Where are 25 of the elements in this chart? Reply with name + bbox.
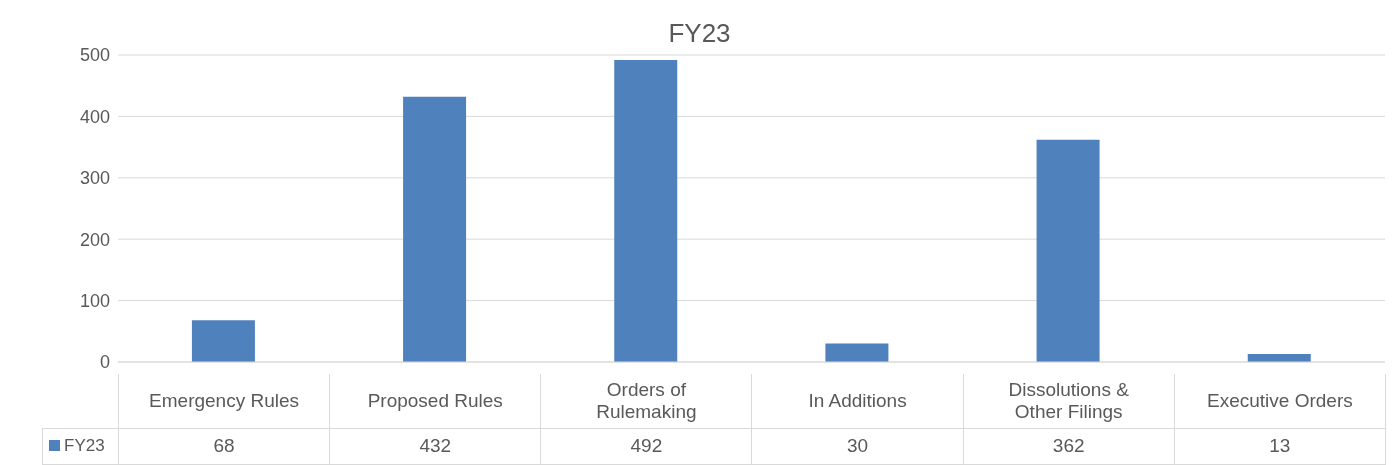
data-label: 13 (1174, 428, 1386, 464)
chart-title: FY23 (668, 18, 731, 48)
y-tick-label: 400 (79, 106, 110, 127)
x-tick-label: Proposed Rules (329, 374, 541, 428)
y-tick-label: 0 (99, 352, 110, 373)
data-label: 68 (118, 428, 330, 464)
bar (614, 59, 678, 362)
x-tick-label: Dissolutions & Other Filings (963, 374, 1175, 428)
x-tick-label: Emergency Rules (118, 374, 330, 428)
x-tick-label: Executive Orders (1174, 374, 1386, 428)
data-label: 492 (540, 428, 752, 464)
bar (403, 96, 467, 362)
data-label: 362 (963, 428, 1175, 464)
data-label: 30 (751, 428, 964, 464)
bar (1036, 139, 1100, 362)
y-tick-label: 300 (79, 168, 110, 189)
y-tick-label: 200 (79, 229, 110, 250)
bar (825, 343, 889, 362)
data-label: 432 (329, 428, 541, 464)
y-tick-label: 100 (79, 290, 110, 311)
y-tick-label: 500 (79, 45, 110, 66)
legend-label: FY23 (42, 428, 119, 464)
x-tick-label: In Additions (751, 374, 964, 428)
bar (191, 320, 255, 362)
x-tick-label: Orders of Rulemaking (540, 374, 752, 428)
